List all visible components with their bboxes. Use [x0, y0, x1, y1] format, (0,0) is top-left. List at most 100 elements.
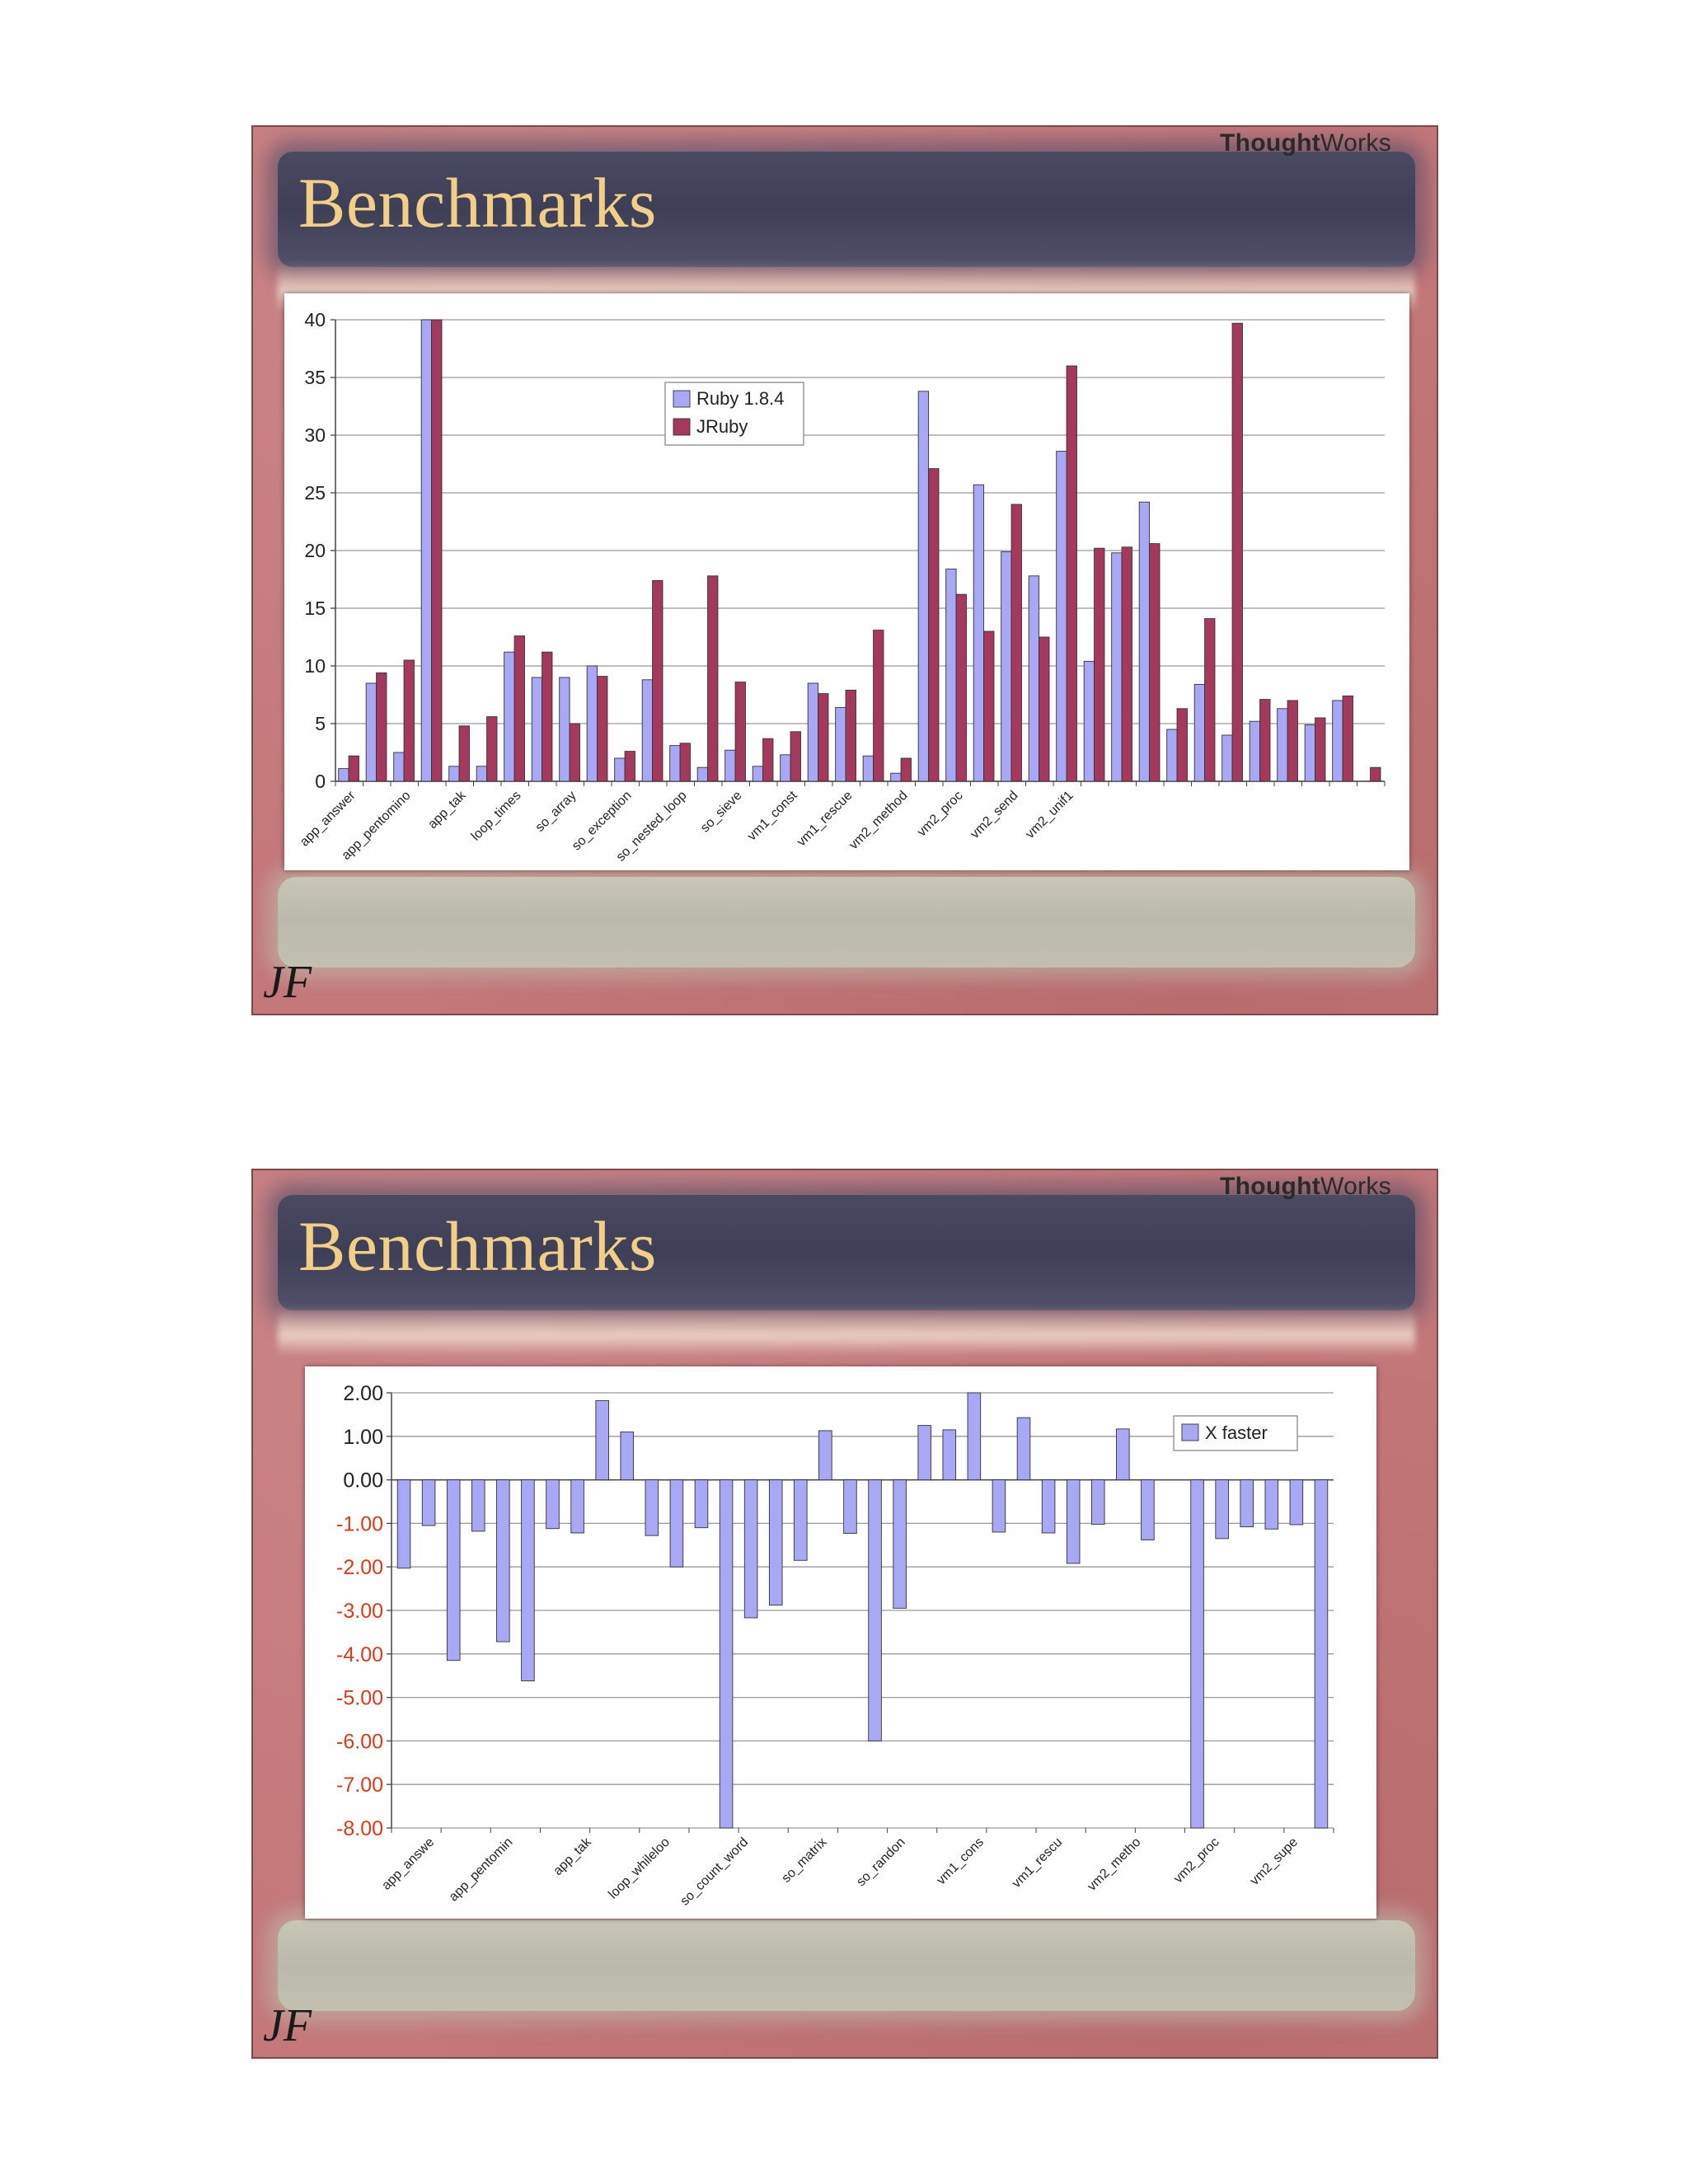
bar-jruby	[403, 659, 415, 782]
chart-2-container: 2.00 1.00 0.00 -1.00 -2.00 -3.00 -4.00 -5.00 -6.…	[305, 1366, 1376, 1919]
x-tick-label: so_count_word	[678, 1835, 751, 1909]
x-tick-label: app_answe	[379, 1835, 437, 1893]
y-tick-label: 15	[304, 598, 326, 619]
bar-x-faster	[645, 1479, 659, 1536]
chart-1-container: 0 5 10 15 20 25 30 35 40 app_answer app_pentomino a…	[284, 293, 1409, 870]
bar-jruby	[845, 689, 856, 782]
bar-jruby	[597, 676, 608, 782]
jf-logo: JF	[263, 2000, 312, 2051]
bar-ruby	[973, 484, 985, 782]
x-tick-label: so_randon	[854, 1835, 907, 1889]
bar-x-faster	[421, 1479, 436, 1526]
bar-jruby	[1039, 636, 1050, 782]
bar-x-faster	[1314, 1479, 1329, 1829]
bar-jruby	[1204, 618, 1216, 782]
y-tick-label: -6.00	[336, 1730, 383, 1753]
bar-jruby	[1342, 695, 1353, 782]
bar-x-faster	[446, 1479, 461, 1661]
bar-jruby	[1176, 708, 1188, 782]
bar-jruby	[458, 725, 470, 782]
bar-jruby	[679, 743, 691, 782]
x-tick-label: so_matrix	[779, 1835, 829, 1886]
bar-jruby	[1066, 365, 1077, 782]
y-tick-label: 40	[304, 309, 326, 330]
bar-jruby	[542, 651, 553, 782]
bar-ruby	[614, 757, 626, 782]
x-tick-label: vm1_rescue	[795, 789, 856, 850]
x-tick-label: vm2_method	[846, 789, 910, 852]
chart-2: 2.00 1.00 0.00 -1.00 -2.00 -3.00 -4.00 -5.00 -6.…	[336, 1382, 1334, 1909]
bar-x-faster	[794, 1479, 808, 1561]
slide-2: ThoughtWorks Benchmarks 2.00 1.00 0.00 -1.0…	[251, 1169, 1438, 2059]
bar-x-faster	[1116, 1428, 1130, 1481]
bar-x-faster	[1289, 1479, 1304, 1526]
bar-jruby	[873, 630, 884, 782]
bar-ruby	[1138, 501, 1151, 782]
y-tick-label: -2.00	[336, 1556, 383, 1579]
bar-ruby	[917, 391, 930, 782]
legend-label: X faster	[1205, 1422, 1268, 1443]
pale-band	[278, 1306, 1415, 1356]
y-tick-label: -4.00	[336, 1643, 383, 1666]
y-tick-label: -1.00	[336, 1512, 383, 1535]
bar-ruby	[1277, 708, 1288, 782]
bar-ruby	[1249, 720, 1261, 782]
bar-x-faster	[992, 1479, 1006, 1533]
brand-logo: ThoughtWorks	[1220, 129, 1391, 157]
bar-jruby	[348, 755, 359, 782]
y-tick-label: -7.00	[336, 1774, 383, 1797]
bar-ruby	[641, 679, 654, 782]
bar-x-faster	[521, 1479, 535, 1681]
y-tick-label: 35	[304, 367, 326, 388]
title-band	[278, 152, 1415, 267]
bar-jruby	[790, 731, 801, 782]
bar-jruby	[1094, 547, 1105, 782]
bar-ruby	[1332, 700, 1343, 782]
bar-jruby	[955, 593, 967, 782]
bar-x-faster	[595, 1400, 609, 1481]
bar-x-faster	[893, 1479, 907, 1609]
bar-x-faster	[1041, 1479, 1056, 1534]
bar-jruby	[1259, 699, 1271, 782]
y-tick-label: 0.00	[343, 1469, 383, 1493]
bar-ruby	[862, 755, 874, 782]
bar-jruby	[486, 716, 498, 782]
bar-x-faster	[1190, 1479, 1204, 1829]
x-tick-label: vm2_unif1	[1023, 789, 1076, 841]
bar-x-faster	[546, 1479, 560, 1530]
bar-x-faster	[396, 1479, 411, 1569]
bottom-band	[278, 877, 1415, 968]
bar-ruby	[393, 752, 405, 782]
bar-x-faster	[768, 1479, 783, 1606]
bar-x-faster	[570, 1479, 584, 1534]
slide-1: ThoughtWorks Benchmarks 0 5 10 15 20 25 30 35 40…	[251, 125, 1438, 1015]
x-tick-label: so_array	[533, 789, 579, 835]
x-tick-label: vm2_send	[968, 789, 1020, 841]
x-tick-label: app_tak	[551, 1835, 594, 1878]
y-tick-label: 2.00	[343, 1382, 383, 1405]
x-tick-label: vm1_cons	[934, 1835, 987, 1888]
x-tick-label: vm2_proc	[915, 789, 966, 840]
x-tick-label: app_answer	[298, 788, 359, 849]
legend: Ruby 1.8.4 JRuby	[664, 382, 804, 446]
bar-jruby	[900, 757, 912, 782]
slide-title: Benchmarks	[298, 1207, 657, 1286]
bar-x-faster	[719, 1479, 734, 1829]
bar-jruby	[1010, 504, 1022, 782]
bar-ruby	[1304, 724, 1316, 782]
bottom-band	[278, 1920, 1415, 2011]
x-tick-label: app_tak	[425, 788, 469, 832]
bar-x-faster	[471, 1479, 485, 1532]
bar-ruby	[448, 766, 460, 782]
x-tick-label: loop_whileloo	[606, 1835, 673, 1902]
bar-ruby	[1083, 660, 1095, 782]
legend-label: JRuby	[696, 416, 748, 437]
brand-logo: ThoughtWorks	[1220, 1173, 1391, 1200]
bar-jruby	[376, 672, 387, 782]
bar-ruby	[586, 665, 598, 782]
x-tick-label: vm2_metho	[1085, 1835, 1143, 1894]
bar-x-faster	[1215, 1479, 1229, 1540]
x-tick-label: vm1_const	[745, 788, 800, 843]
bar-jruby	[818, 693, 829, 782]
bar-ruby	[1028, 575, 1040, 782]
